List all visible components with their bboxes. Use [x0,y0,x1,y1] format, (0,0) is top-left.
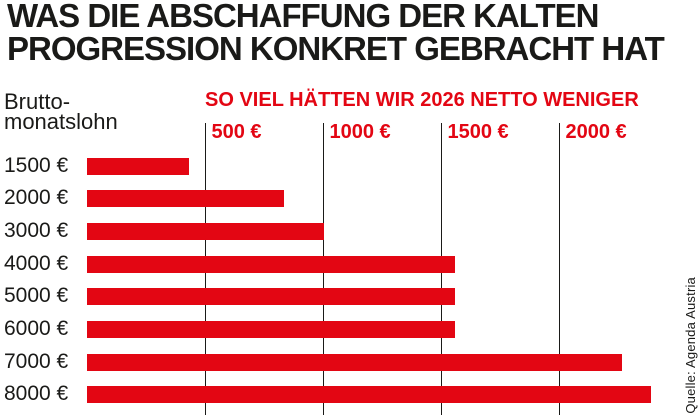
value-bar [86,222,324,240]
x-tick-label: 1000 € [329,121,391,143]
source-credit: Quelle: Agenda Austria [683,277,698,414]
y-axis-title-line2: monatslohn [4,109,118,134]
category-label: 3000 € [4,218,69,242]
x-tick-label: 1500 € [447,121,509,143]
category-label: 1500 € [4,153,69,177]
category-label: 5000 € [4,284,69,308]
chart-subtitle: SO VIEL HÄTTEN WIR 2026 NETTO WENIGER [205,89,639,111]
value-bar [86,386,651,404]
category-label: 7000 € [4,349,69,373]
y-axis-title-line1: Brutto- [4,89,71,114]
chart-title: WAS DIE ABSCHAFFUNG DER KALTEN PROGRESSI… [7,0,665,67]
x-tick-label: 2000 € [565,121,627,143]
chart-title-line2: PROGRESSION KONKRET GEBRACHT HAT [7,30,665,67]
value-bar [86,157,190,175]
category-label: 6000 € [4,317,69,340]
chart-title-line1: WAS DIE ABSCHAFFUNG DER KALTEN [7,0,599,34]
value-bar [86,288,455,306]
value-bar [86,321,455,338]
category-label: 4000 € [4,251,69,275]
category-label: 2000 € [4,186,69,210]
y-axis-title: Brutto- monatslohn [4,89,118,134]
x-gridline [559,123,560,415]
value-bar [86,255,455,273]
category-label: 8000 € [4,382,69,406]
value-bar [86,190,284,208]
x-tick-label: 500 € [211,121,262,143]
value-bar [86,353,623,371]
